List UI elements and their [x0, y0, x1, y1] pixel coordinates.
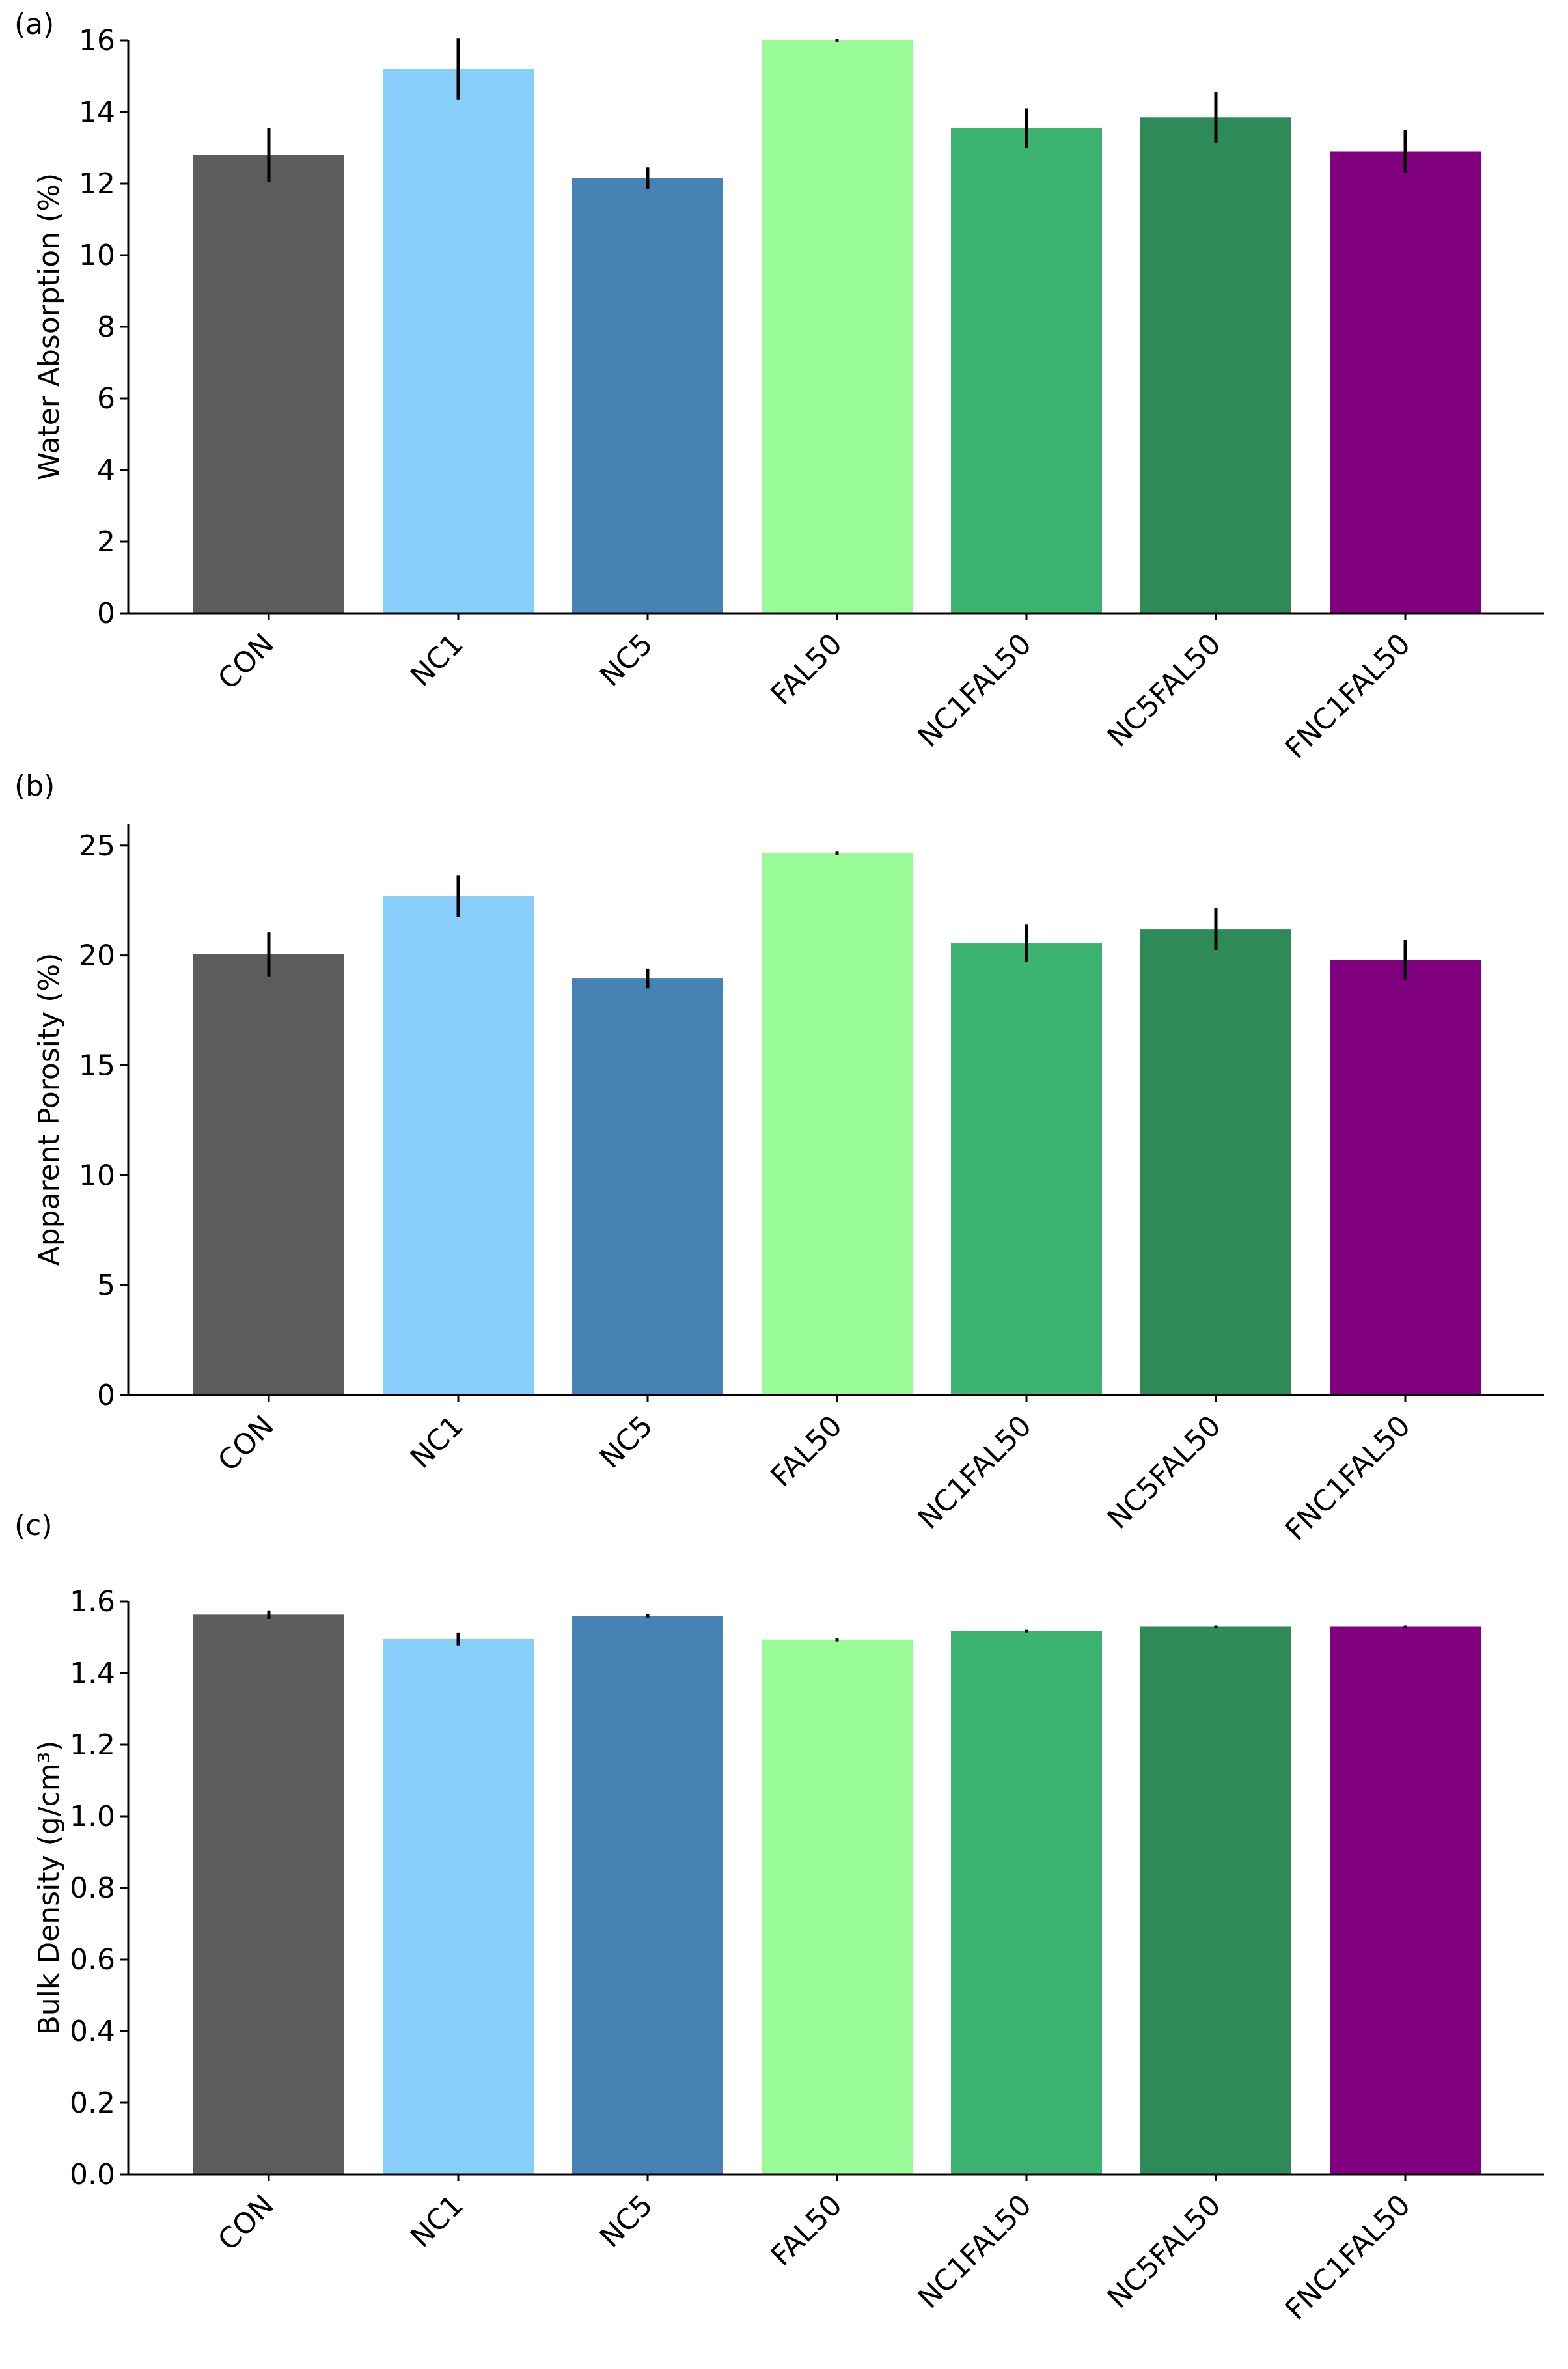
x-tick-label: NC1: [404, 628, 470, 693]
y-tick-label: 0.0: [70, 2158, 115, 2191]
bar-con: [193, 954, 344, 1395]
x-tick-label: NC1FAL50: [912, 2189, 1038, 2315]
y-tick-label: 0.6: [70, 1943, 115, 1976]
y-tick-label: 16: [79, 24, 115, 57]
bar-fal50: [762, 1639, 913, 2174]
x-tick-label: FNC1FAL50: [1279, 2189, 1417, 2327]
bar-nc1fal50: [951, 943, 1102, 1395]
x-tick-label: CON: [212, 628, 281, 697]
x-tick-label: FAL50: [764, 2189, 848, 2273]
bar-nc1fal50: [951, 128, 1102, 613]
y-tick-label: 4: [97, 454, 115, 487]
y-tick-label: 25: [79, 829, 115, 863]
bar-con: [193, 1614, 344, 2174]
x-tick-label: NC5FAL50: [1101, 628, 1228, 754]
y-tick-label: 0.8: [70, 1872, 115, 1905]
x-tick-label: NC1: [404, 2189, 470, 2254]
bar-nc5: [572, 178, 723, 613]
y-tick-label: 10: [79, 239, 115, 272]
y-tick-label: 1.0: [70, 1800, 115, 1833]
bar-nc5fal50: [1140, 1626, 1291, 2174]
x-tick-label: NC1: [404, 1409, 470, 1475]
bar-fnc1fal50: [1330, 1626, 1481, 2174]
y-tick-label: 14: [79, 96, 115, 129]
bar-nc5: [572, 1616, 723, 2174]
y-tick-label: 1.2: [70, 1728, 115, 1762]
x-tick-label: NC1FAL50: [912, 628, 1038, 754]
bar-nc1: [383, 896, 534, 1395]
x-tick-label: FNC1FAL50: [1279, 628, 1417, 766]
y-axis-label: Bulk Density (g/cm³): [33, 1741, 66, 2036]
x-tick-label: FAL50: [764, 628, 848, 712]
y-tick-label: 15: [79, 1049, 115, 1082]
x-tick-label: FNC1FAL50: [1279, 1409, 1417, 1547]
y-tick-label: 0.4: [70, 2015, 115, 2048]
bar-fnc1fal50: [1330, 960, 1481, 1395]
x-tick-label: CON: [212, 1409, 281, 1478]
bar-con: [193, 155, 344, 613]
bar-nc1: [383, 1639, 534, 2174]
bar-fal50: [762, 40, 913, 613]
x-tick-label: FAL50: [764, 1409, 848, 1493]
x-tick-label: NC5: [594, 2189, 659, 2254]
y-tick-label: 1.4: [70, 1657, 115, 1690]
chart-panel-1: (a)CON NC1 NC5 FAL50 NC1FAL50 NC5FAL50 FNC1FAL…: [14, 8, 1544, 766]
y-tick-label: 20: [79, 939, 115, 973]
y-tick-label: 1.6: [70, 1585, 115, 1618]
y-tick-label: 6: [97, 382, 115, 415]
y-tick-label: 10: [79, 1159, 115, 1192]
x-tick-label: NC5: [594, 628, 659, 693]
chart-panel-3: (c)CON NC1 NC5 FAL50 NC1FAL50 NC5FAL50 FNC1FAL…: [14, 1509, 1544, 2327]
y-tick-label: 0.2: [70, 2086, 115, 2120]
y-tick-label: 2: [97, 525, 115, 559]
panel-label: (c): [14, 1509, 53, 1542]
y-tick-label: 5: [97, 1269, 115, 1302]
panel-label: (b): [14, 769, 55, 803]
bar-nc5: [572, 978, 723, 1395]
bar-fal50: [762, 853, 913, 1395]
chart-panel-2: (b)CON NC1 NC5 FAL50 NC1FAL50 NC5FAL50 FNC1FAL…: [14, 769, 1544, 1547]
bar-fnc1fal50: [1330, 151, 1481, 613]
y-tick-label: 0: [97, 597, 115, 630]
panel-label: (a): [14, 8, 54, 41]
y-tick-label: 12: [79, 167, 115, 201]
x-tick-label: NC5FAL50: [1101, 2189, 1228, 2315]
y-axis-label: Apparent Porosity (%): [33, 953, 66, 1266]
bar-nc5fal50: [1140, 929, 1291, 1395]
y-tick-label: 8: [97, 311, 115, 344]
y-tick-label: 0: [97, 1379, 115, 1412]
x-tick-label: NC5FAL50: [1101, 1409, 1228, 1536]
bar-nc1: [383, 69, 534, 613]
x-tick-label: NC1FAL50: [912, 1409, 1038, 1536]
bar-nc1fal50: [951, 1631, 1102, 2174]
bar-nc5fal50: [1140, 117, 1291, 613]
x-tick-label: CON: [212, 2189, 281, 2258]
y-axis-label: Water Absorption (%): [33, 173, 66, 480]
x-tick-label: NC5: [594, 1409, 659, 1475]
